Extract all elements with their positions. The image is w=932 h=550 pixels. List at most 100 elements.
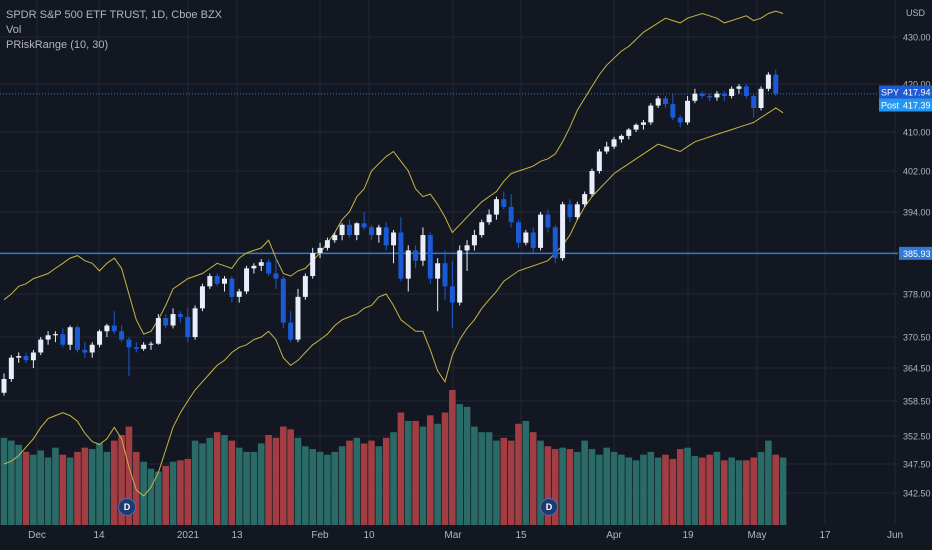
- post-price-tag-value-bg: [899, 98, 932, 112]
- candle-body: [486, 214, 492, 223]
- candle-body: [611, 139, 617, 147]
- candle-body: [295, 296, 301, 340]
- dividend-event-icon[interactable]: D: [540, 498, 558, 516]
- volume-bar: [169, 461, 177, 525]
- volume-bar: [662, 454, 669, 525]
- volume-bar: [199, 443, 206, 525]
- last-price-tag-label-bg: [879, 85, 899, 99]
- volume-bar: [463, 406, 471, 525]
- candle-body: [346, 224, 352, 236]
- price-axis-tick-label: 378.00: [903, 290, 931, 300]
- volume-bar: [735, 460, 743, 525]
- dividend-event-icon[interactable]: D: [118, 498, 136, 516]
- volume-bar: [155, 471, 162, 525]
- volume-bar: [81, 447, 89, 525]
- post-price-tag-value: 417.39: [903, 101, 931, 111]
- volume-bar: [177, 460, 184, 525]
- volume-bar: [110, 440, 118, 525]
- candle-body: [258, 262, 264, 266]
- time-axis-tick-label: 17: [819, 530, 831, 541]
- volume-bar: [698, 457, 706, 525]
- candle-body: [677, 117, 683, 123]
- volume-bar: [419, 426, 427, 525]
- candle-body: [104, 325, 110, 332]
- volume-indicator-label[interactable]: Vol: [6, 24, 22, 36]
- candle-body: [442, 263, 448, 287]
- candle-body: [16, 356, 22, 358]
- candle-body: [699, 93, 705, 96]
- candle-body: [141, 344, 147, 349]
- volume-bar: [162, 465, 169, 525]
- candle-body: [30, 352, 36, 361]
- candle-body: [743, 86, 749, 96]
- volume-bar: [500, 437, 508, 525]
- volume-bar: [441, 412, 449, 525]
- time-axis-tick-label: 14: [93, 530, 105, 541]
- volume-bar: [368, 440, 375, 525]
- volume-bar: [15, 444, 22, 525]
- candle-body: [8, 357, 14, 379]
- volume-bar: [103, 451, 111, 525]
- candle-body: [758, 88, 764, 108]
- volume-bar: [213, 432, 221, 525]
- time-axis-tick-label: May: [748, 530, 767, 541]
- candle-body: [251, 265, 257, 269]
- volume-bar: [360, 443, 368, 525]
- volume-bar: [654, 457, 662, 525]
- candle-body: [89, 344, 95, 353]
- volume-bar: [0, 437, 8, 525]
- volume-bar: [140, 461, 147, 525]
- volume-bar: [250, 451, 258, 525]
- candle-body: [126, 339, 132, 348]
- candle-body: [538, 214, 544, 248]
- volume-bar: [728, 457, 735, 525]
- symbol-title: SPDR S&P 500 ETF TRUST, 1D, Cboe BZX: [6, 9, 223, 21]
- time-axis-tick-label: 10: [363, 530, 375, 541]
- candle-body: [339, 224, 345, 236]
- candle-body: [655, 98, 661, 106]
- volume-bar: [713, 451, 721, 525]
- volume-bar: [235, 447, 243, 525]
- volume-bar: [8, 440, 15, 525]
- volume-bar: [529, 432, 537, 525]
- candle-body: [685, 100, 691, 123]
- volume-bar: [610, 451, 618, 525]
- candle-body: [530, 232, 536, 248]
- price-axis-tick-label: 370.50: [903, 333, 931, 343]
- candle-body: [663, 98, 668, 105]
- volume-bar: [743, 460, 750, 525]
- volume-bar: [316, 451, 324, 525]
- volume-bar: [59, 454, 67, 525]
- candle-body: [148, 343, 154, 345]
- hline-price-tag-bg: [899, 246, 932, 260]
- volume-bar: [22, 451, 30, 525]
- candle-body: [464, 245, 470, 251]
- candle-body: [207, 276, 213, 287]
- volume-bar: [44, 457, 52, 525]
- candle-body: [773, 74, 779, 94]
- volume-bar: [596, 454, 603, 525]
- volume-bar: [346, 440, 353, 525]
- volume-bar: [309, 449, 316, 525]
- candle-body: [398, 232, 404, 279]
- price-axis-tick-label: 402.00: [903, 167, 931, 177]
- time-axis-tick-label: 2021: [177, 530, 200, 541]
- candle-body: [545, 214, 551, 228]
- price-axis-tick-label: 358.50: [903, 397, 931, 407]
- time-axis-tick-label: Mar: [444, 530, 462, 541]
- candle-body: [185, 316, 191, 337]
- price-axis-tick-label: 352.50: [903, 432, 931, 442]
- volume-bar: [294, 437, 302, 525]
- volume-bar: [691, 456, 699, 525]
- volume-bar: [471, 426, 478, 525]
- volume-bar: [331, 451, 339, 525]
- candle-body: [707, 96, 713, 98]
- volume-bar: [30, 454, 37, 525]
- prisk-range-indicator-label[interactable]: PRiskRange (10, 30): [6, 39, 109, 51]
- volume-bar: [757, 451, 765, 525]
- volume-bar: [750, 457, 757, 525]
- candle-body: [199, 286, 205, 309]
- candle-body: [391, 232, 397, 246]
- volume-bar: [265, 435, 272, 525]
